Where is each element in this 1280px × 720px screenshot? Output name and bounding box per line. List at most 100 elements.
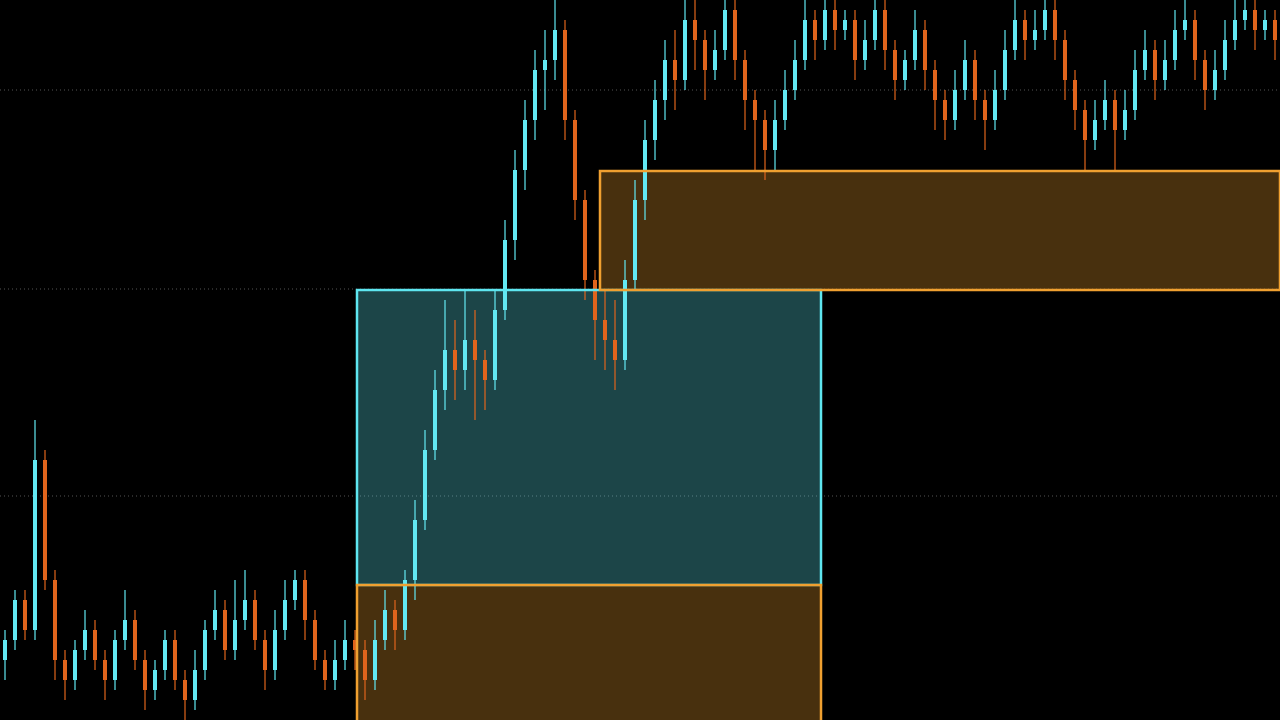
candle-body (953, 90, 957, 120)
candle-body (1203, 60, 1207, 90)
candle-body (393, 610, 397, 630)
candle-body (123, 620, 127, 640)
candle-body (263, 640, 267, 670)
candle-body (1003, 50, 1007, 90)
candle-body (993, 90, 997, 120)
candle-body (553, 30, 557, 60)
candle-body (173, 640, 177, 680)
candle-body (333, 660, 337, 680)
candle-body (633, 200, 637, 280)
candle-body (3, 640, 7, 660)
candle-body (703, 40, 707, 70)
candle-body (1033, 30, 1037, 40)
candle-body (363, 650, 367, 680)
candle-body (743, 60, 747, 100)
candle-body (1273, 20, 1277, 40)
candle-body (343, 640, 347, 660)
candle-body (1143, 50, 1147, 70)
candle-body (693, 20, 697, 40)
candle-body (293, 580, 297, 600)
candle-body (733, 10, 737, 60)
candle-body (593, 280, 597, 320)
candle-body (573, 120, 577, 200)
candle-body (823, 10, 827, 40)
candle-body (423, 450, 427, 520)
candle-body (1193, 20, 1197, 60)
candle-body (923, 30, 927, 70)
zone-fill (600, 171, 1280, 290)
candle-body (193, 670, 197, 700)
candle-body (983, 100, 987, 120)
candle-body (673, 60, 677, 80)
candle-body (33, 460, 37, 630)
candle-body (683, 20, 687, 80)
zone-fill (357, 585, 821, 720)
candle-body (723, 10, 727, 50)
candle-body (753, 100, 757, 120)
candle-body (563, 30, 567, 120)
candle-body (453, 350, 457, 370)
candle-body (73, 650, 77, 680)
candle-body (903, 60, 907, 80)
candle-body (303, 580, 307, 620)
candle-body (353, 640, 357, 650)
candle-body (53, 580, 57, 660)
candle-body (143, 660, 147, 690)
candle-body (1073, 80, 1077, 110)
candle-body (543, 60, 547, 70)
candle-body (603, 320, 607, 340)
candle-body (23, 600, 27, 630)
candle-body (103, 660, 107, 680)
candle-body (1113, 100, 1117, 130)
candle-body (893, 50, 897, 80)
candle-body (483, 360, 487, 380)
candle-body (843, 20, 847, 30)
candle-body (1063, 40, 1067, 80)
candle-body (1043, 10, 1047, 30)
candle-body (1053, 10, 1057, 40)
candle-body (1163, 60, 1167, 80)
candle-body (623, 280, 627, 360)
candle-body (323, 660, 327, 680)
candle-body (943, 100, 947, 120)
candle-body (383, 610, 387, 640)
candle-body (1083, 110, 1087, 140)
candle-body (243, 600, 247, 620)
candle-body (513, 170, 517, 240)
zone-outline (355, 583, 823, 720)
candle-body (653, 100, 657, 140)
candle-body (63, 660, 67, 680)
candle-body (13, 600, 17, 640)
candle-body (1153, 50, 1157, 80)
candle-body (163, 640, 167, 670)
zone-outline (598, 169, 1280, 292)
candle-body (153, 670, 157, 690)
candle-body (413, 520, 417, 580)
candle-body (533, 70, 537, 120)
candle-body (663, 60, 667, 100)
candle-body (273, 630, 277, 670)
candle-body (833, 10, 837, 30)
candle-body (433, 390, 437, 450)
candle-body (713, 50, 717, 70)
candle-body (913, 30, 917, 60)
candle-body (1223, 40, 1227, 70)
candle-body (373, 640, 377, 680)
candle-body (613, 340, 617, 360)
candle-body (853, 20, 857, 60)
candle-body (1233, 20, 1237, 40)
candle-body (183, 680, 187, 700)
candle-body (1133, 70, 1137, 110)
candle-body (493, 310, 497, 380)
candle-body (963, 60, 967, 90)
candle-body (583, 200, 587, 280)
candle-body (93, 630, 97, 660)
zone-fill (357, 290, 821, 585)
candle-body (463, 340, 467, 370)
candle-body (473, 340, 477, 360)
candle-body (783, 90, 787, 120)
candle-body (1173, 30, 1177, 60)
candle-body (813, 20, 817, 40)
